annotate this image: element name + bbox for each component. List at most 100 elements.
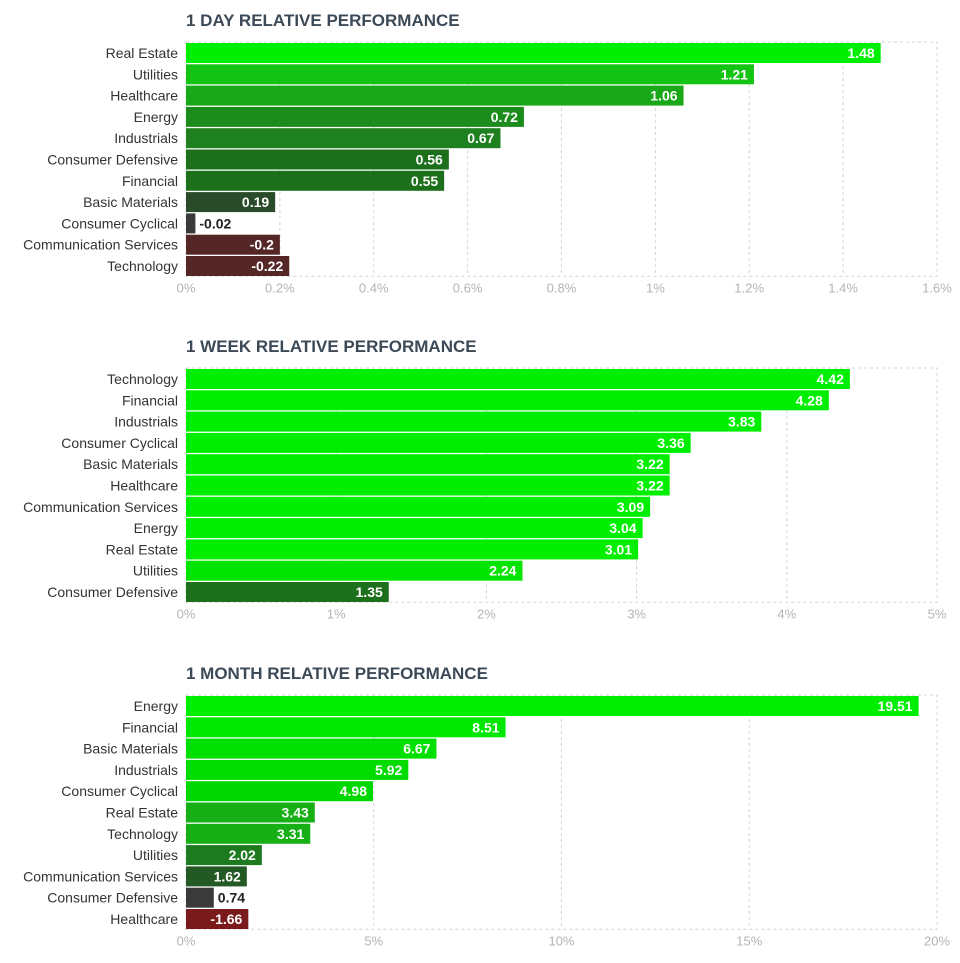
bar [186,234,280,255]
tick-label: 0.4% [359,280,389,295]
value-label: -1.66 [210,911,242,927]
category-label: Consumer Cyclical [61,783,178,799]
tick-label: 0% [177,606,196,621]
category-label: Communication Services [23,868,178,884]
bar [186,845,262,866]
tick-label: 0.8% [547,280,577,295]
value-label: 2.02 [229,847,256,863]
category-label: Communication Services [23,499,178,515]
chart-title: 1 WEEK RELATIVE PERFORMANCE [186,337,477,356]
value-label: 1.48 [847,45,874,61]
category-label: Energy [134,109,178,125]
tick-label: 4% [777,606,796,621]
tick-label: 0.2% [265,280,295,295]
category-label: Industrials [114,130,178,146]
bar [186,213,196,234]
tick-label: 1.2% [734,280,764,295]
chart-title: 1 DAY RELATIVE PERFORMANCE [186,11,460,30]
value-label: 5.92 [375,762,402,778]
tick-label: 1.6% [922,280,952,295]
bar [186,823,311,844]
value-label: 3.43 [282,805,309,821]
tick-label: 1% [327,606,346,621]
category-label: Consumer Defensive [47,584,178,600]
bar [186,738,437,759]
value-label: 3.04 [609,520,636,536]
value-label: -0.2 [250,237,274,253]
bar [186,369,850,389]
bar [186,454,670,475]
value-label: 0.72 [491,109,518,125]
tick-label: 10% [548,933,574,948]
value-label: 6.67 [403,741,430,757]
bar [186,696,919,716]
category-label: Energy [134,520,178,536]
bar [186,539,639,560]
category-label: Real Estate [106,541,179,557]
chart-2: 1 WEEK RELATIVE PERFORMANCE 0% 1% 2% 3% 4% 5% T… [23,337,947,621]
value-label: 1.62 [214,868,241,884]
bar [186,759,409,780]
category-label: Financial [122,173,178,189]
category-label: Financial [122,719,178,735]
bar [186,149,449,170]
category-label: Utilities [133,66,178,82]
category-label: Consumer Cyclical [61,435,178,451]
value-label: 4.98 [340,783,367,799]
bar [186,518,643,539]
category-label: Basic Materials [83,741,178,757]
bar [186,909,249,929]
category-label: Healthcare [110,911,178,927]
category-label: Technology [107,826,178,842]
category-label: Healthcare [110,88,178,104]
category-label: Real Estate [106,45,179,61]
value-label: 3.83 [728,414,755,430]
bar [186,411,762,432]
bar [186,256,290,276]
tick-label: 0% [177,280,196,295]
value-label: 4.28 [796,392,823,408]
value-label: 3.31 [277,826,304,842]
tick-label: 15% [736,933,762,948]
category-label: Technology [107,258,178,274]
bar [186,192,276,213]
bar [186,887,214,908]
bar [186,560,523,581]
bar [186,390,829,411]
bar [186,106,524,127]
value-label: 0.19 [242,194,269,210]
tick-label: 1% [646,280,665,295]
category-label: Real Estate [106,805,179,821]
value-label: 19.51 [878,698,913,714]
tick-label: 5% [928,606,947,621]
tick-label: 0% [177,933,196,948]
value-label: 1.35 [356,584,383,600]
bar [186,43,881,63]
category-label: Technology [107,371,178,387]
category-label: Communication Services [23,237,178,253]
chart-title: 1 MONTH RELATIVE PERFORMANCE [186,664,488,683]
bar [186,866,247,887]
bar [186,475,670,496]
category-label: Consumer Defensive [47,152,178,168]
value-label: 0.55 [411,173,438,189]
category-label: Industrials [114,762,178,778]
tick-label: 5% [364,933,383,948]
value-label: 3.22 [636,456,663,472]
bar [186,802,315,823]
chart-3: 1 MONTH RELATIVE PERFORMANCE 0% 5% 10% 15% 20… [23,664,950,948]
bar [186,85,684,106]
value-label: 8.51 [472,719,499,735]
category-label: Financial [122,392,178,408]
category-label: Consumer Defensive [47,890,178,906]
value-label: -0.02 [199,215,231,231]
value-label: 4.42 [817,371,844,387]
bar [186,64,754,85]
bar [186,170,445,191]
chart-1: 1 DAY RELATIVE PERFORMANCE 0% 0.2% 0.4% 0.6%… [23,11,952,295]
value-label: 3.22 [636,478,663,494]
value-label: 1.06 [650,88,677,104]
tick-label: 0.6% [453,280,483,295]
value-label: 1.21 [721,66,748,82]
